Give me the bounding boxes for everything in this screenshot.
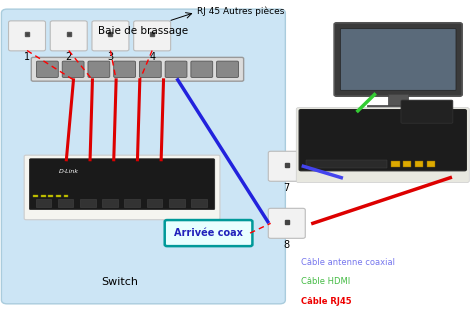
FancyBboxPatch shape	[62, 61, 84, 78]
Text: Baie de brassage: Baie de brassage	[98, 26, 189, 36]
Text: 1: 1	[24, 52, 30, 62]
Text: 8: 8	[284, 240, 290, 250]
Text: Câble antenne coaxial: Câble antenne coaxial	[301, 258, 395, 267]
FancyBboxPatch shape	[268, 208, 305, 238]
FancyBboxPatch shape	[268, 151, 305, 181]
Text: 3: 3	[108, 52, 113, 62]
Bar	[80, 199, 96, 207]
FancyBboxPatch shape	[88, 61, 110, 78]
Bar	[36, 199, 51, 207]
FancyBboxPatch shape	[401, 100, 453, 123]
FancyBboxPatch shape	[36, 61, 58, 78]
Bar	[169, 199, 184, 207]
FancyBboxPatch shape	[31, 57, 244, 81]
Bar	[415, 161, 423, 167]
Text: Arrivée coax: Arrivée coax	[174, 228, 243, 238]
Bar	[388, 94, 408, 106]
Bar	[306, 160, 387, 168]
FancyBboxPatch shape	[296, 108, 469, 183]
Text: 7: 7	[283, 183, 290, 193]
FancyBboxPatch shape	[92, 21, 129, 51]
FancyBboxPatch shape	[134, 21, 171, 51]
Bar	[58, 199, 73, 207]
Text: 4: 4	[149, 52, 155, 62]
Text: Câble HDMI: Câble HDMI	[301, 277, 350, 287]
Bar	[124, 199, 140, 207]
FancyBboxPatch shape	[217, 61, 238, 78]
Bar	[146, 199, 162, 207]
Bar	[102, 199, 118, 207]
Bar	[391, 161, 400, 167]
FancyBboxPatch shape	[24, 155, 220, 220]
Bar	[367, 105, 429, 110]
Bar	[403, 161, 411, 167]
FancyBboxPatch shape	[165, 61, 187, 78]
Bar	[427, 161, 435, 167]
FancyBboxPatch shape	[50, 21, 87, 51]
FancyBboxPatch shape	[114, 61, 136, 78]
Bar	[41, 195, 46, 197]
FancyBboxPatch shape	[165, 220, 252, 246]
Bar	[48, 195, 53, 197]
Bar	[64, 195, 68, 197]
FancyBboxPatch shape	[334, 23, 462, 96]
Bar	[33, 195, 38, 197]
Text: RJ 45 Autres pièces: RJ 45 Autres pièces	[197, 7, 284, 16]
FancyBboxPatch shape	[1, 9, 285, 304]
FancyBboxPatch shape	[29, 159, 215, 210]
FancyBboxPatch shape	[191, 61, 213, 78]
Text: Câble RJ45: Câble RJ45	[301, 297, 352, 306]
Bar	[56, 195, 61, 197]
FancyBboxPatch shape	[299, 110, 466, 171]
Text: D-Link: D-Link	[59, 169, 79, 174]
Text: 2: 2	[65, 52, 72, 62]
Bar	[191, 199, 207, 207]
FancyBboxPatch shape	[9, 21, 46, 51]
FancyBboxPatch shape	[340, 29, 456, 90]
FancyBboxPatch shape	[139, 61, 161, 78]
Text: Switch: Switch	[101, 277, 138, 287]
